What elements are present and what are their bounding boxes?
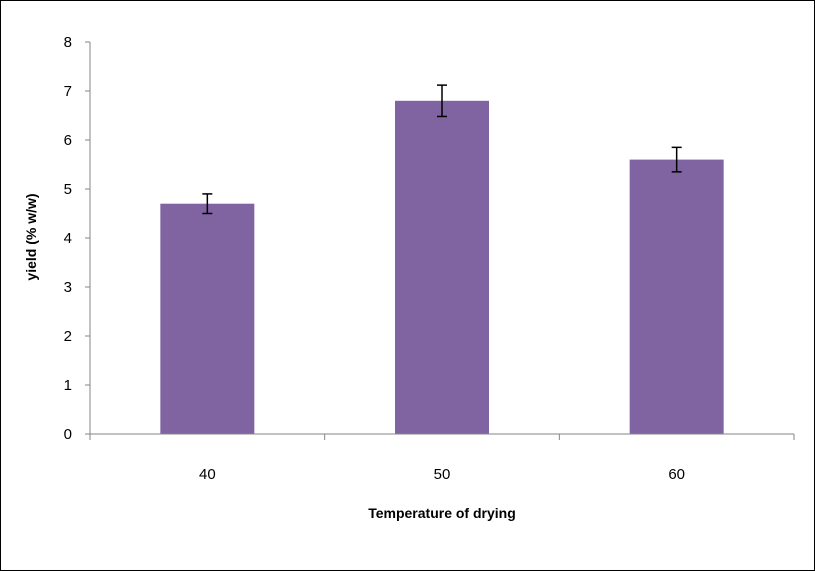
error-bars-layer [202,84,682,215]
x-tick-labels: 40 50 60 [199,466,685,483]
axes-layer [85,41,795,440]
y-tick-label-3: 3 [64,279,72,296]
y-tick-label-4: 4 [64,230,72,247]
y-tick-label-6: 6 [64,132,72,149]
y-tick-label-1: 1 [64,377,72,394]
error-bar-50 [437,84,447,118]
bar-40 [160,203,255,434]
bar-60 [629,159,724,434]
y-tick-label-2: 2 [64,328,72,345]
x-axis-title: Temperature of drying [368,505,516,521]
x-tick-label-60: 60 [668,466,685,483]
bars-layer [160,100,724,435]
y-tick-label-5: 5 [64,181,72,198]
error-bar-40 [202,193,213,215]
y-tick-label-8: 8 [64,34,72,51]
x-tick-label-50: 50 [434,466,451,483]
bar-50 [395,100,489,435]
y-tick-labels: 0 1 2 3 4 5 6 7 8 [64,34,72,443]
y-tick-label-0: 0 [64,426,72,443]
y-tick-label-7: 7 [64,83,72,100]
x-tick-label-40: 40 [199,466,216,483]
y-axis-title: yield (% w/w) [23,193,39,280]
error-bar-60 [671,146,682,173]
